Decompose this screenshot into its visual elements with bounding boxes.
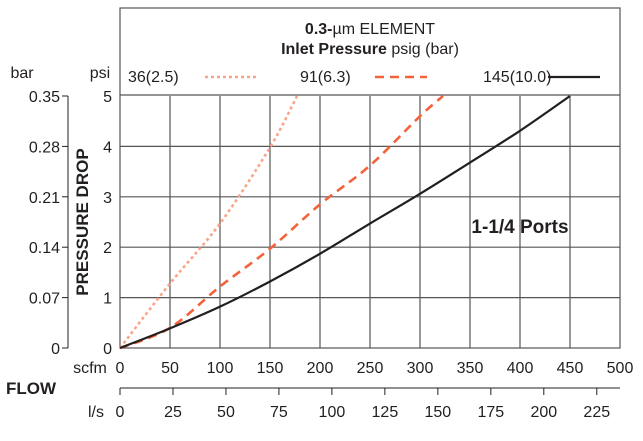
ls-tick-label: 225 bbox=[583, 404, 610, 421]
y-axis-label: PRESSURE DROP bbox=[73, 148, 92, 295]
psi-tick-label: 1 bbox=[103, 291, 112, 308]
bar-tick-label: 0.35 bbox=[29, 89, 60, 106]
scfm-tick-label: 50 bbox=[161, 360, 179, 377]
psi-tick-label: 5 bbox=[103, 89, 112, 106]
ls-tick-label: 100 bbox=[319, 404, 346, 421]
y-ticks: 0 1 2 3 4 5 0 0.07 0.14 0.21 0.28 0.35 bbox=[29, 89, 112, 358]
chart-title: 0.3-µm ELEMENT bbox=[305, 21, 435, 38]
plot-frame bbox=[119, 7, 621, 349]
bar-tick-label: 0.21 bbox=[29, 190, 60, 207]
grid bbox=[120, 96, 620, 348]
scfm-tick-label: 0 bbox=[116, 360, 125, 377]
scfm-tick-label: 200 bbox=[307, 360, 334, 377]
legend-label: 36(2.5) bbox=[128, 69, 179, 86]
scfm-tick-label: 500 bbox=[607, 360, 634, 377]
series-line-3 bbox=[119, 95, 571, 350]
legend: 36(2.5) 91(6.3) 145(10.0) bbox=[128, 69, 600, 86]
series-line-1 bbox=[118, 95, 299, 349]
bar-tick-label: 0.07 bbox=[29, 291, 60, 308]
ls-tick-label: 125 bbox=[372, 404, 399, 421]
scfm-tick-label: 250 bbox=[357, 360, 384, 377]
series-line-2 bbox=[119, 95, 444, 350]
scfm-tick-label: 400 bbox=[507, 360, 534, 377]
legend-label: 91(6.3) bbox=[300, 69, 351, 86]
series-lines bbox=[118, 95, 571, 350]
psi-tick-label: 4 bbox=[103, 139, 112, 156]
psi-unit-label: psi bbox=[90, 65, 110, 82]
ls-tick-label: 50 bbox=[217, 404, 235, 421]
scfm-tick-label: 100 bbox=[207, 360, 234, 377]
ls-tick-label: 150 bbox=[424, 404, 451, 421]
psi-tick-label: 0 bbox=[103, 341, 112, 358]
x-axis-label: FLOW bbox=[6, 379, 57, 398]
chart-subtitle: Inlet Pressure psig (bar) bbox=[281, 41, 459, 58]
x-ticks: 0 50 100 150 200 250 300 350 400 450 500 0 25 50 75 100… bbox=[116, 360, 634, 421]
ls-tick-label: 0 bbox=[116, 404, 125, 421]
scfm-tick-label: 150 bbox=[257, 360, 284, 377]
ports-annotation: 1-1/4 Ports bbox=[471, 217, 568, 238]
psi-tick-label: 3 bbox=[103, 190, 112, 207]
ls-tick-label: 175 bbox=[477, 404, 504, 421]
bar-unit-label: bar bbox=[10, 65, 34, 82]
ls-unit-label: l/s bbox=[88, 404, 104, 421]
ls-tick-label: 25 bbox=[164, 404, 182, 421]
bar-tick-label: 0 bbox=[51, 341, 60, 358]
scfm-tick-label: 350 bbox=[457, 360, 484, 377]
scfm-tick-label: 300 bbox=[407, 360, 434, 377]
psi-tick-label: 2 bbox=[103, 240, 112, 257]
scfm-unit-label: scfm bbox=[73, 360, 107, 377]
scfm-tick-label: 450 bbox=[557, 360, 584, 377]
ls-tick-label: 200 bbox=[530, 404, 557, 421]
bar-tick-label: 0.28 bbox=[29, 139, 60, 156]
legend-label: 145(10.0) bbox=[483, 69, 552, 86]
bar-tick-label: 0.14 bbox=[29, 240, 60, 257]
ls-tick-label: 75 bbox=[270, 404, 288, 421]
